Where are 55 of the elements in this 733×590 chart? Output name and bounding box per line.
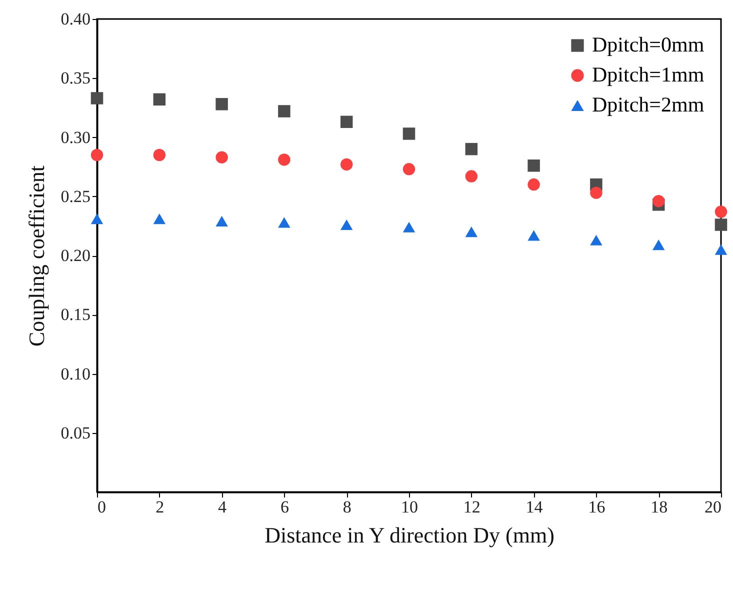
point — [528, 178, 540, 191]
y-tick-label: 0.05 — [60, 423, 90, 442]
point — [153, 148, 166, 162]
point — [340, 116, 353, 128]
point — [90, 148, 104, 162]
x-tick-label: 18 — [650, 498, 668, 516]
point — [465, 142, 478, 156]
x-axis-title: Distance in Y direction Dy (mm) — [264, 522, 554, 548]
point — [465, 226, 478, 238]
y-tick-label: 0.20 — [60, 246, 90, 265]
point — [465, 170, 478, 182]
point — [153, 93, 166, 106]
y-tick-label: 0.35 — [60, 68, 90, 88]
point — [652, 194, 665, 208]
point — [528, 230, 540, 241]
legend-label: Dpitch=2mm — [592, 92, 704, 116]
y-tick-label: 0.25 — [60, 186, 90, 206]
point — [216, 216, 228, 227]
point — [278, 217, 290, 228]
point — [340, 158, 353, 171]
y-tick-label: 0.15 — [60, 305, 90, 324]
x-tick-label: 20 — [704, 498, 722, 516]
point — [402, 128, 416, 140]
point — [714, 206, 728, 218]
point — [652, 240, 665, 250]
x-tick-label: 14 — [526, 498, 544, 516]
x-tick-label: 12 — [463, 498, 480, 516]
point — [278, 154, 290, 166]
point — [340, 219, 353, 230]
y-axis-title: Coupling coefficient — [24, 165, 49, 347]
legend-label: Dpitch=1mm — [592, 62, 704, 86]
point — [216, 98, 228, 110]
point — [90, 92, 104, 104]
x-tick-label: 16 — [588, 498, 606, 516]
point — [714, 218, 728, 231]
point — [402, 222, 416, 232]
point — [278, 105, 290, 118]
point — [402, 163, 416, 176]
point — [153, 214, 166, 224]
x-tick-label: 4 — [218, 498, 228, 516]
x-tick-label: 6 — [280, 498, 289, 516]
legend-label: Dpitch=0mm — [592, 32, 704, 56]
x-tick-label: 8 — [342, 498, 352, 516]
y-tick-label: 0.30 — [60, 128, 90, 147]
point — [90, 214, 104, 224]
point — [714, 244, 728, 255]
y-tick-label: 0.40 — [60, 10, 90, 28]
point — [216, 151, 228, 164]
point — [590, 186, 602, 199]
x-tick-label: 0 — [98, 498, 106, 516]
x-tick-label: 10 — [401, 498, 418, 516]
x-tick-label: 2 — [156, 498, 164, 516]
point — [528, 160, 540, 172]
y-tick-label: 0.10 — [60, 364, 90, 384]
point — [590, 234, 602, 246]
